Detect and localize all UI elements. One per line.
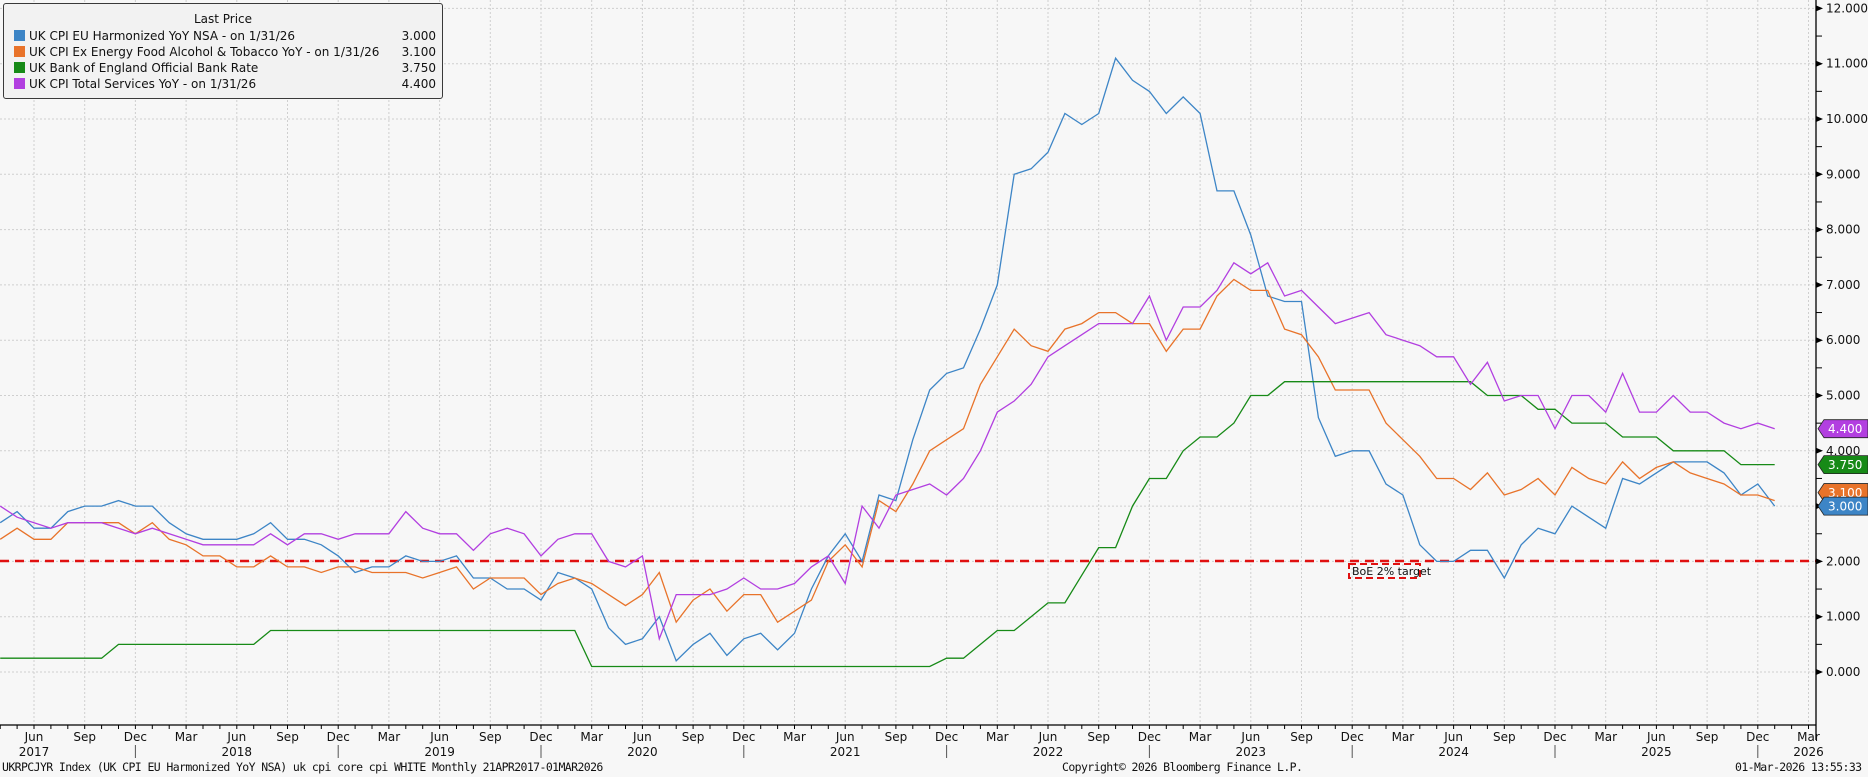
x-tick-label: Sep [479,730,502,744]
y-axis: 0.000 1.000 2.000 3.000 4.000 5.000 6.000 7.000… [1816,1,1868,679]
series-line [0,278,1775,624]
plot-area [0,0,1816,725]
y-tick-label: 0.000 [1826,665,1860,679]
x-tick-label: Jun [1646,730,1666,744]
x-tick-label: Dec [529,730,552,744]
series-line [0,261,1775,642]
series-lines [0,56,1776,668]
x-tick-label: Dec [124,730,147,744]
boe-target-label: BoE 2% target [1352,565,1432,578]
x-year-label: 2017 [19,745,50,759]
x-tick-label: Mar [1594,730,1617,744]
y-tick-label: 11.000 [1826,57,1868,71]
x-tick-label: Jun [226,730,246,744]
x-tick-label: Dec [1746,730,1769,744]
boe-target-annotation: BoE 2% target [1348,563,1432,579]
legend: Last Price UK CPI EU Harmonized YoY NSA … [3,3,443,99]
gridlines [0,0,1816,725]
x-axis: Jun Sep Dec Mar Jun Sep Dec Mar Jun Sep Dec Mar Jun S… [0,725,1824,759]
svg-text:3.000: 3.000 [1828,500,1862,514]
x-tick-label: Mar [378,730,401,744]
y-tick-label: 2.000 [1826,554,1860,568]
x-tick-label: Sep [885,730,908,744]
y-tick-label: 4.000 [1826,444,1860,458]
x-year-label: 2019 [424,745,455,759]
x-tick-label: Sep [1290,730,1313,744]
footer-copyright: Copyright© 2026 Bloomberg Finance L.P. [1062,760,1303,774]
y-tick-label: 1.000 [1826,610,1860,624]
x-tick-label: Dec [327,730,350,744]
y-tick-label: 12.000 [1826,1,1868,15]
y-tick-label: 10.000 [1826,112,1868,126]
x-tick-label: Dec [1341,730,1364,744]
x-tick-label: Mar [1189,730,1212,744]
x-year-label: 2024 [1438,745,1469,759]
y-tick-label: 5.000 [1826,389,1860,403]
y-tick-label: 6.000 [1826,333,1860,347]
x-tick-label: Mar [1797,730,1820,744]
legend-swatch-icon [14,30,25,41]
last-price-tag: 3.000 [1817,496,1868,516]
x-tick-label: Sep [276,730,299,744]
y-tick-label: 7.000 [1826,278,1860,292]
footer-ticker-description: UKRPCJYR Index (UK CPI EU Harmonized YoY… [2,760,603,774]
legend-item-bank-rate: UK Bank of England Official Bank Rate 3.7… [4,60,442,76]
x-tick-label: Sep [1493,730,1516,744]
y-tick-label: 8.000 [1826,223,1860,237]
y-tick-label: 9.000 [1826,167,1860,181]
x-tick-label: Mar [175,730,198,744]
x-tick-label: Sep [1087,730,1110,744]
legend-title: Last Price [193,12,253,26]
x-tick-label: Jun [632,730,652,744]
x-tick-label: Sep [682,730,705,744]
x-year-label: 2022 [1033,745,1064,759]
x-tick-label: Dec [732,730,755,744]
x-tick-label: Mar [986,730,1009,744]
legend-item-hicp: UK CPI EU Harmonized YoY NSA - on 1/31/2… [4,28,442,44]
x-tick-label: Dec [935,730,958,744]
x-year-label: 2018 [222,745,253,759]
x-tick-label: Sep [73,730,96,744]
legend-swatch-icon [14,62,25,73]
x-year-label: 2021 [830,745,861,759]
x-year-label: 2026 [1793,745,1824,759]
svg-text:4.400: 4.400 [1828,422,1862,436]
legend-item-services: UK CPI Total Services YoY - on 1/31/26 4.… [4,76,442,92]
x-tick-label: Dec [1138,730,1161,744]
legend-swatch-icon [14,46,25,57]
x-year-label: 2025 [1641,745,1672,759]
x-tick-label: Mar [580,730,603,744]
x-tick-label: Jun [429,730,449,744]
series-line [0,381,1775,668]
legend-item-core: UK CPI Ex Energy Food Alcohol & Tobacco … [4,44,442,60]
legend-swatch-icon [14,78,25,89]
x-tick-label: Mar [1392,730,1415,744]
x-tick-label: Dec [1543,730,1566,744]
x-year-label: 2023 [1236,745,1267,759]
last-price-tag: 3.750 [1817,455,1868,475]
svg-text:3.750: 3.750 [1828,458,1862,472]
footer-timestamp: 01-Mar-2026 13:55:33 [1735,760,1862,774]
x-tick-label: Jun [1038,730,1058,744]
x-year-label: 2020 [627,745,658,759]
x-tick-label: Jun [1240,730,1260,744]
last-price-tag: 4.400 [1817,419,1868,439]
x-tick-label: Jun [24,730,44,744]
x-tick-label: Sep [1696,730,1719,744]
x-tick-label: Mar [783,730,806,744]
x-tick-label: Jun [835,730,855,744]
svg-text:3.100: 3.100 [1828,486,1862,500]
x-tick-label: Jun [1443,730,1463,744]
